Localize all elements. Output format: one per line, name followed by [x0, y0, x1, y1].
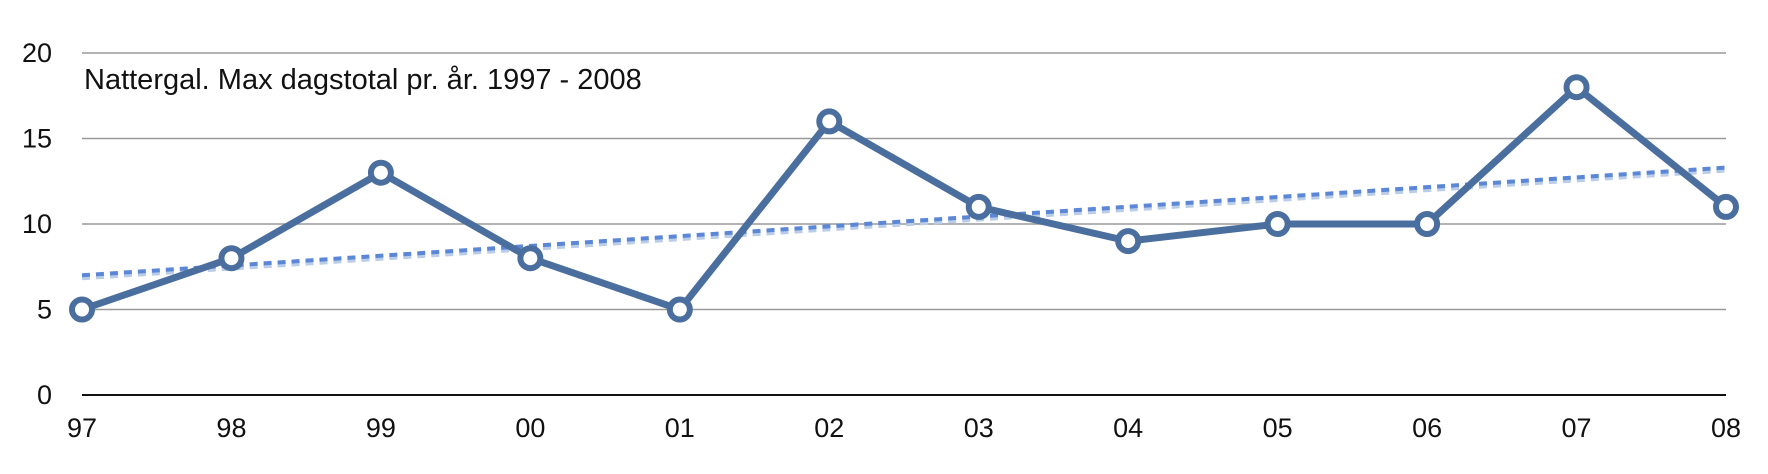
x-tick-label: 06 [1412, 413, 1442, 443]
data-point [965, 193, 992, 220]
trendline [81, 165, 1727, 278]
x-tick-label: 02 [814, 413, 844, 443]
grid-lines [82, 52, 1726, 396]
x-tick-label: 97 [67, 413, 97, 443]
x-tick-label: 04 [1113, 413, 1143, 443]
series-line [78, 82, 1730, 314]
data-point [367, 159, 394, 186]
trendline-shadow [81, 168, 1727, 281]
x-tick-label: 05 [1263, 413, 1293, 443]
y-axis-tick-labels: 0 5 10 15 20 [22, 38, 52, 410]
data-point [69, 296, 95, 323]
y-tick-label: 0 [37, 380, 52, 410]
trendline-layer [81, 165, 1727, 281]
data-point [1414, 211, 1441, 237]
data-point [1115, 228, 1142, 255]
data-point [517, 245, 544, 272]
x-tick-label: 08 [1711, 413, 1741, 443]
data-point [816, 108, 843, 135]
chart-title: Nattergal. Max dagstotal pr. år. 1997 - … [84, 64, 642, 96]
x-tick-label: 98 [216, 413, 246, 443]
data-point [1563, 74, 1590, 101]
data-point [666, 296, 693, 323]
x-tick-label: 00 [515, 413, 545, 443]
y-tick-label: 20 [22, 38, 52, 68]
data-point [218, 245, 245, 272]
x-tick-label: 03 [964, 413, 994, 443]
x-axis-tick-labels: 97 98 99 00 01 02 03 04 05 06 07 08 [67, 413, 1741, 443]
x-tick-label: 99 [366, 413, 396, 443]
y-tick-label: 5 [37, 295, 52, 325]
x-tick-label: 07 [1562, 413, 1592, 443]
y-tick-label: 10 [22, 209, 52, 239]
x-tick-label: 01 [665, 413, 695, 443]
series-layer [69, 74, 1739, 323]
data-point [1713, 193, 1739, 220]
data-point [1264, 211, 1291, 237]
y-tick-label: 15 [22, 124, 52, 154]
